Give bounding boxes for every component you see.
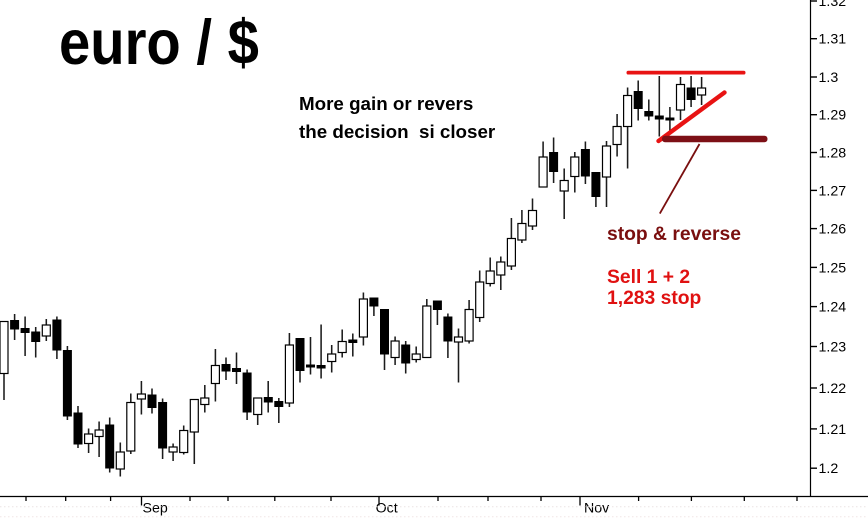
svg-text:1.28: 1.28 <box>819 146 847 162</box>
svg-text:1.26: 1.26 <box>819 222 847 238</box>
svg-text:1.23: 1.23 <box>819 340 847 356</box>
svg-text:Sep: Sep <box>143 501 168 517</box>
svg-text:1.31: 1.31 <box>819 32 847 48</box>
svg-text:1.3: 1.3 <box>819 70 839 86</box>
svg-text:1.32: 1.32 <box>819 0 847 10</box>
svg-text:1.29: 1.29 <box>819 108 847 124</box>
svg-text:1.27: 1.27 <box>819 183 847 199</box>
svg-text:1.24: 1.24 <box>819 300 847 316</box>
svg-text:1.21: 1.21 <box>819 422 847 438</box>
svg-text:1.22: 1.22 <box>819 381 847 397</box>
svg-text:1.2: 1.2 <box>819 461 839 477</box>
svg-text:Nov: Nov <box>584 501 610 517</box>
svg-text:Oct: Oct <box>376 501 398 517</box>
svg-text:1.25: 1.25 <box>819 260 847 276</box>
